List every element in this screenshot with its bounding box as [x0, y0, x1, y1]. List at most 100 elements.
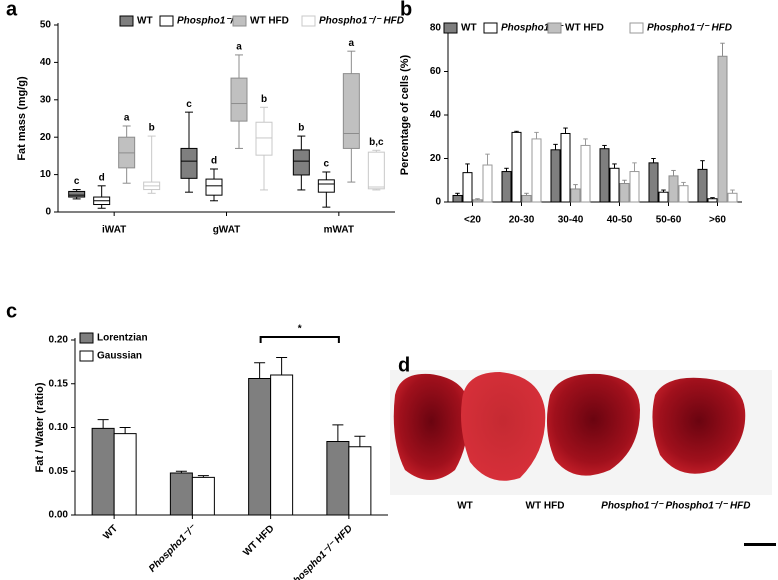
y-axis-label: Fat mass (mg/g)	[16, 76, 28, 161]
legend-swatch	[232, 15, 247, 27]
box	[317, 179, 335, 193]
y-tick-label: 0	[45, 207, 51, 218]
bar	[560, 132, 571, 203]
bar	[113, 433, 137, 516]
bar	[501, 171, 512, 203]
y-tick-label: 0.20	[49, 335, 69, 346]
bar	[599, 148, 610, 203]
legend-label: WT HFD	[250, 16, 289, 27]
bar	[452, 194, 463, 203]
x-tick-label: >60	[709, 215, 726, 226]
bar	[550, 149, 561, 203]
significance-letter: a	[349, 38, 355, 49]
significance-letter: b	[149, 123, 155, 134]
x-tick-label: <20	[464, 215, 481, 226]
bar	[609, 167, 620, 203]
legend-swatch	[79, 332, 94, 344]
significance-letter: c	[186, 99, 192, 110]
x-tick-label: gWAT	[213, 225, 241, 236]
significance-letter: d	[211, 156, 217, 167]
bar	[668, 175, 679, 203]
bar	[678, 185, 689, 203]
bar	[727, 192, 738, 203]
x-tick-label: Phospho1⁻/⁻	[147, 522, 200, 575]
significance-letter: b	[298, 123, 304, 134]
legend-label: Lorentzian	[97, 333, 148, 344]
y-tick-label: 20	[430, 153, 442, 164]
legend-swatch	[119, 15, 134, 27]
photo-label: Phospho1⁻/⁻ HFD	[666, 501, 751, 512]
x-tick-label: 30-40	[558, 215, 584, 226]
legend-label: WT HFD	[565, 23, 604, 34]
significance-letter: a	[236, 42, 242, 53]
bar	[531, 138, 542, 203]
panel-letter: a	[6, 0, 18, 20]
y-tick-label: 0.10	[49, 422, 69, 433]
liver-photo	[390, 370, 776, 546]
box	[292, 149, 310, 176]
y-tick-label: 10	[40, 169, 52, 180]
bar	[191, 476, 215, 516]
significance-letter: c	[324, 159, 330, 170]
bar	[511, 131, 522, 203]
photo-label: WT	[457, 501, 473, 512]
bar	[619, 183, 630, 203]
bar	[658, 191, 669, 203]
bar	[462, 172, 473, 203]
x-tick-label: WT HFD	[241, 523, 276, 558]
bar	[697, 168, 708, 203]
significance-star: *	[298, 324, 302, 335]
panel-letter: d	[398, 354, 410, 376]
y-tick-label: 40	[430, 110, 442, 121]
bar	[521, 194, 532, 203]
box	[68, 190, 86, 198]
y-tick-label: 0.00	[49, 510, 69, 521]
bar	[570, 188, 581, 203]
significance-letter: b	[261, 94, 267, 105]
panel-letter: b	[400, 0, 412, 20]
bar	[482, 164, 493, 203]
significance-letter: a	[124, 113, 130, 124]
y-axis-label: Percentage of cells (%)	[399, 54, 411, 175]
y-axis-label: Fat / Water (ratio)	[34, 382, 46, 472]
panel-letter: c	[6, 300, 17, 322]
significance-letter: b,c	[369, 137, 384, 148]
bar	[629, 171, 640, 203]
bar	[707, 198, 718, 203]
legend-label: Gaussian	[97, 351, 142, 362]
photo-label: Phospho1⁻/⁻	[601, 501, 664, 512]
y-tick-label: 0.05	[49, 466, 69, 477]
x-tick-label: 50-60	[656, 215, 682, 226]
box	[205, 178, 223, 196]
y-tick-label: 40	[40, 57, 52, 68]
legend-swatch	[159, 15, 174, 27]
x-tick-label: 20-30	[509, 215, 535, 226]
box	[255, 121, 273, 156]
x-tick-label: Phospho1⁻/⁻ HFD	[287, 523, 355, 580]
significance-bracket	[259, 336, 340, 343]
y-tick-label: 60	[430, 66, 442, 77]
bar	[717, 55, 728, 203]
photo-label: WT HFD	[526, 501, 565, 512]
legend-label: WT	[137, 16, 153, 27]
box	[230, 77, 248, 122]
legend-swatch	[443, 22, 458, 34]
legend-swatch	[79, 350, 94, 362]
x-tick-label: mWAT	[324, 225, 354, 236]
y-tick-label: 0	[435, 197, 441, 208]
legend-label: WT	[461, 23, 477, 34]
bar	[270, 374, 294, 516]
y-tick-label: 50	[40, 20, 52, 31]
legend-swatch	[301, 15, 316, 27]
bar	[326, 441, 350, 516]
bar	[248, 378, 272, 516]
box	[180, 147, 198, 179]
box	[367, 151, 385, 190]
legend-label: Phospho1⁻/⁻	[501, 23, 564, 34]
x-tick-label: 40-50	[607, 215, 633, 226]
bar	[648, 162, 659, 203]
bar	[580, 144, 591, 203]
bar	[472, 199, 483, 203]
bar	[348, 446, 372, 516]
